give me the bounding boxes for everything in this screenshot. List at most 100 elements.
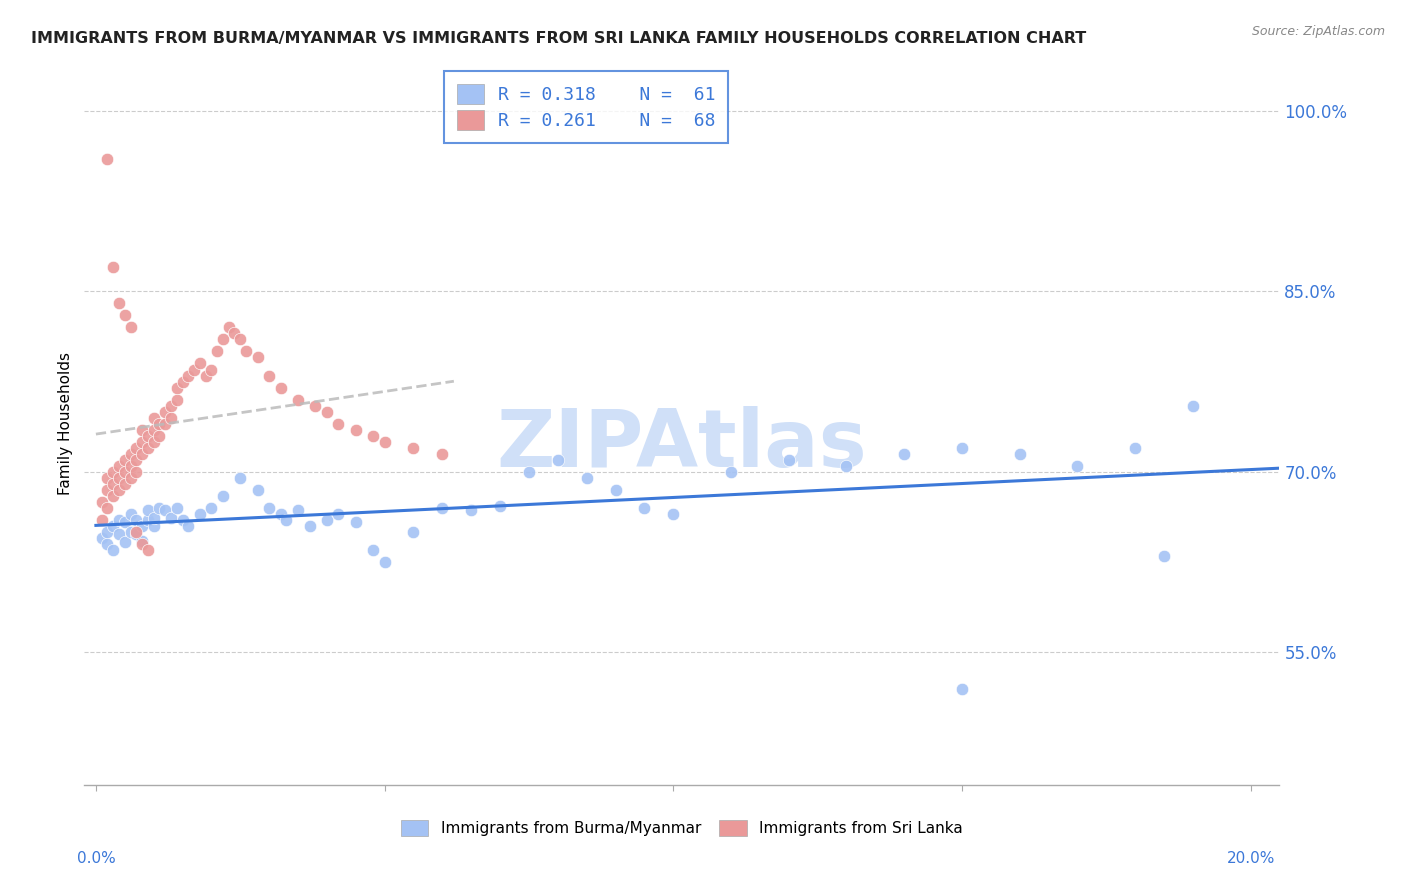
Point — [270, 381, 292, 395]
Point — [103, 543, 125, 558]
Point — [224, 326, 246, 341]
Point — [131, 533, 153, 548]
Point — [315, 513, 337, 527]
Point — [361, 429, 384, 443]
Point — [114, 516, 136, 530]
Point — [136, 429, 159, 443]
Point — [166, 501, 188, 516]
Point — [90, 531, 112, 545]
Point — [90, 513, 112, 527]
Point — [194, 368, 217, 383]
Point — [120, 524, 142, 539]
Point — [131, 519, 153, 533]
Point — [120, 447, 142, 461]
Point — [160, 410, 183, 425]
Point — [229, 471, 252, 485]
Point — [125, 524, 148, 539]
Point — [212, 332, 235, 346]
Point — [103, 465, 125, 479]
Point — [1153, 549, 1175, 564]
Point — [893, 447, 915, 461]
Point — [720, 465, 742, 479]
Point — [662, 507, 685, 521]
Point — [120, 507, 142, 521]
Point — [114, 453, 136, 467]
Point — [246, 483, 269, 497]
Point — [103, 519, 125, 533]
Point — [402, 524, 425, 539]
Point — [235, 344, 257, 359]
Point — [950, 441, 973, 455]
Point — [605, 483, 627, 497]
Text: 0.0%: 0.0% — [76, 851, 115, 866]
Point — [131, 537, 153, 551]
Point — [633, 501, 655, 516]
Point — [344, 423, 367, 437]
Point — [200, 362, 222, 376]
Point — [257, 368, 280, 383]
Point — [328, 507, 350, 521]
Point — [120, 471, 142, 485]
Point — [125, 513, 148, 527]
Text: IMMIGRANTS FROM BURMA/MYANMAR VS IMMIGRANTS FROM SRI LANKA FAMILY HOUSEHOLDS COR: IMMIGRANTS FROM BURMA/MYANMAR VS IMMIGRA… — [31, 31, 1085, 46]
Point — [108, 483, 131, 497]
Point — [142, 519, 165, 533]
Point — [1181, 399, 1204, 413]
Point — [96, 483, 118, 497]
Point — [160, 510, 183, 524]
Point — [517, 465, 540, 479]
Point — [276, 513, 298, 527]
Point — [108, 527, 131, 541]
Point — [432, 501, 454, 516]
Point — [218, 320, 240, 334]
Point — [153, 503, 176, 517]
Point — [835, 458, 858, 473]
Point — [131, 423, 153, 437]
Legend: Immigrants from Burma/Myanmar, Immigrants from Sri Lanka: Immigrants from Burma/Myanmar, Immigrant… — [395, 814, 969, 842]
Point — [172, 513, 194, 527]
Point — [108, 513, 131, 527]
Point — [120, 320, 142, 334]
Y-axis label: Family Households: Family Households — [58, 352, 73, 495]
Point — [142, 434, 165, 449]
Point — [108, 458, 131, 473]
Point — [125, 465, 148, 479]
Point — [114, 309, 136, 323]
Point — [298, 519, 321, 533]
Point — [778, 453, 800, 467]
Point — [315, 405, 337, 419]
Point — [374, 555, 396, 569]
Point — [160, 399, 183, 413]
Point — [108, 296, 131, 310]
Point — [125, 441, 148, 455]
Point — [229, 332, 252, 346]
Point — [96, 537, 118, 551]
Point — [148, 501, 170, 516]
Point — [344, 516, 367, 530]
Point — [166, 381, 188, 395]
Point — [183, 362, 205, 376]
Point — [153, 405, 176, 419]
Point — [103, 260, 125, 275]
Point — [205, 344, 228, 359]
Point — [148, 417, 170, 431]
Point — [114, 465, 136, 479]
Point — [270, 507, 292, 521]
Point — [96, 524, 118, 539]
Point — [257, 501, 280, 516]
Point — [1123, 441, 1146, 455]
Text: 20.0%: 20.0% — [1226, 851, 1275, 866]
Point — [131, 447, 153, 461]
Point — [136, 513, 159, 527]
Point — [125, 527, 148, 541]
Point — [489, 499, 512, 513]
Point — [177, 519, 200, 533]
Point — [103, 489, 125, 503]
Point — [212, 489, 235, 503]
Point — [188, 507, 211, 521]
Point — [108, 471, 131, 485]
Point — [432, 447, 454, 461]
Point — [125, 453, 148, 467]
Point — [374, 434, 396, 449]
Point — [96, 471, 118, 485]
